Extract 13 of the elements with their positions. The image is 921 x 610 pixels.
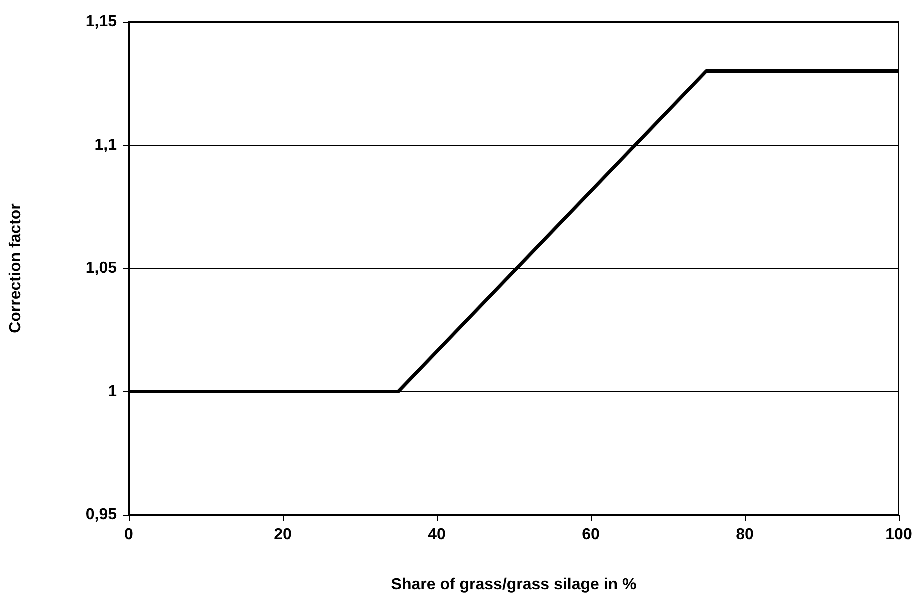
y-tick-label: 1,15 (86, 14, 118, 30)
x-axis-title: Share of grass/grass silage in % (391, 576, 637, 594)
x-tick-label: 0 (124, 526, 134, 544)
y-axis-title: Correction factor (8, 204, 24, 334)
y-tick-label: 0,95 (86, 506, 118, 524)
y-tick-label: 1 (108, 383, 118, 400)
x-tick-label: 40 (428, 526, 446, 544)
x-tick-label: 80 (736, 526, 754, 544)
y-tick-label: 1,1 (94, 136, 118, 154)
x-tick-label: 100 (886, 526, 912, 544)
x-tick-label: 20 (274, 526, 292, 544)
x-tick-label: 60 (582, 526, 600, 544)
y-tick-label: 1,05 (86, 260, 118, 277)
